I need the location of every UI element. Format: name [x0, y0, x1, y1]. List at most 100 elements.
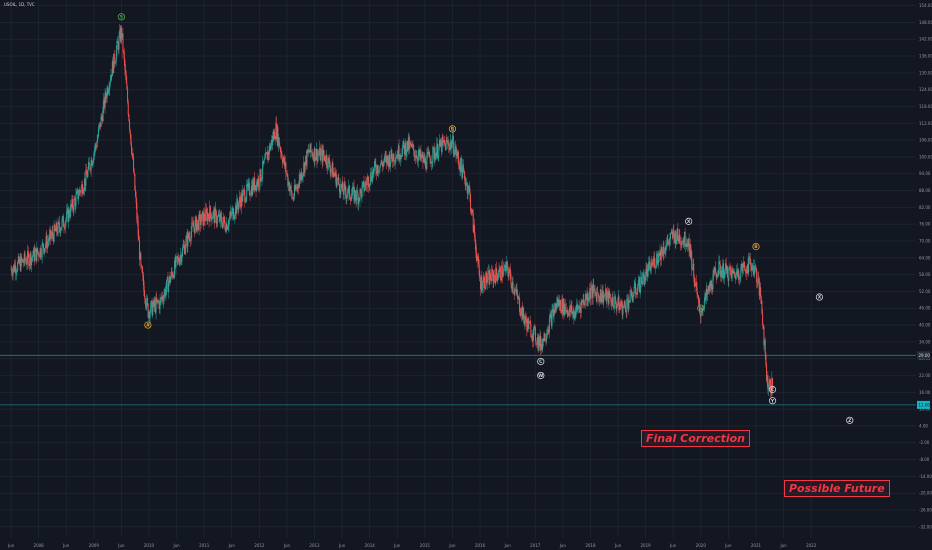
candle-body — [560, 310, 562, 313]
candle-body — [181, 255, 183, 262]
candle-body — [76, 189, 78, 192]
candle-body — [248, 182, 250, 184]
candle-body — [557, 299, 559, 307]
candle-body — [10, 269, 12, 270]
wave-label: 5 — [120, 14, 123, 20]
time-tick-label: Jun — [172, 543, 180, 548]
candle-body — [113, 53, 115, 65]
candle-body — [265, 153, 267, 154]
candle-body — [536, 337, 538, 345]
candle-body — [305, 155, 307, 166]
candle-body — [549, 315, 551, 319]
candle-body — [71, 199, 73, 207]
candle-body — [99, 122, 101, 127]
candle-body — [695, 281, 697, 286]
candle-body — [427, 152, 429, 154]
candle-body — [78, 196, 80, 200]
candle-body — [158, 302, 160, 310]
candle-body — [260, 179, 262, 181]
candle-body — [213, 210, 215, 213]
candle-body — [706, 288, 708, 295]
candle-body — [419, 150, 421, 157]
candle-body — [466, 182, 468, 184]
price-axis[interactable]: 154.00 148.00 142.00 136.00 130.00 124.00 118.… — [916, 0, 932, 550]
candle-body — [499, 267, 501, 270]
candle-body — [752, 265, 754, 267]
time-tick-label: 2019 — [641, 543, 652, 548]
candle-body — [288, 181, 290, 192]
candle-body — [82, 184, 84, 194]
candle-body — [395, 157, 397, 159]
candle-body — [546, 334, 548, 340]
candle-body — [397, 145, 399, 159]
time-axis[interactable]: Jun 2008 Jun 2009 Jun 2010 Jun 2011 Jun 2012 Jun 20… — [7, 543, 817, 548]
candle-body — [650, 268, 652, 271]
candle-body — [25, 260, 27, 262]
candle-body — [191, 222, 193, 232]
candle-body — [693, 263, 695, 278]
candle-body — [254, 177, 256, 190]
candle-body — [416, 155, 418, 160]
candle-body — [636, 288, 638, 295]
candle-body — [535, 341, 537, 344]
candle-body — [258, 178, 260, 187]
candle-body — [121, 27, 123, 38]
candle-body — [545, 339, 547, 340]
candle-body — [314, 148, 316, 161]
candle-body — [12, 269, 14, 276]
candle-body — [401, 148, 403, 157]
candle-body — [115, 50, 117, 61]
candle-body — [747, 264, 749, 273]
candle-body — [307, 149, 309, 153]
candle-body — [239, 197, 241, 201]
candle-body — [346, 195, 348, 199]
candle-body — [187, 233, 189, 238]
candle-body — [400, 155, 402, 157]
candle-body — [95, 144, 97, 147]
candle-body — [315, 157, 317, 161]
candle-body — [430, 161, 432, 164]
candle-body — [453, 153, 455, 155]
wave-label: Z — [848, 418, 852, 424]
candle-body — [539, 336, 541, 347]
candle-body — [488, 270, 490, 285]
chart-grid — [0, 0, 916, 538]
candle-body — [289, 189, 291, 192]
candle-body — [491, 269, 493, 273]
candle-body — [553, 309, 555, 317]
candle-body — [468, 185, 470, 190]
candle-body — [652, 260, 654, 266]
candle-body — [330, 170, 332, 173]
candle-body — [591, 285, 593, 298]
candle-body — [412, 144, 414, 146]
candle-body — [562, 298, 564, 314]
candle-body — [243, 190, 245, 191]
candle-body — [284, 162, 286, 167]
candle-body — [534, 326, 536, 328]
candle-body — [190, 231, 192, 241]
candle-body — [560, 300, 562, 311]
candle-body — [311, 152, 313, 157]
candle-body — [193, 226, 195, 228]
candle-body — [682, 239, 684, 242]
candle-body — [604, 295, 606, 297]
candle-body — [289, 185, 291, 190]
candle-body — [583, 303, 585, 306]
candle-body — [444, 143, 446, 151]
candle-body — [42, 243, 44, 245]
candle-body — [341, 182, 343, 189]
candle-body — [238, 203, 240, 210]
candle-body — [572, 312, 574, 315]
candle-body — [663, 246, 665, 254]
candle-body — [35, 248, 37, 252]
candle-body — [762, 325, 764, 327]
candle-body — [174, 260, 176, 267]
candle-body — [345, 192, 347, 199]
candle-body — [170, 277, 172, 283]
candle-body — [93, 150, 95, 154]
price-tick-label: 94.00 — [919, 171, 931, 176]
wave-label-circle — [537, 371, 545, 380]
wave-label-circle — [768, 397, 777, 405]
